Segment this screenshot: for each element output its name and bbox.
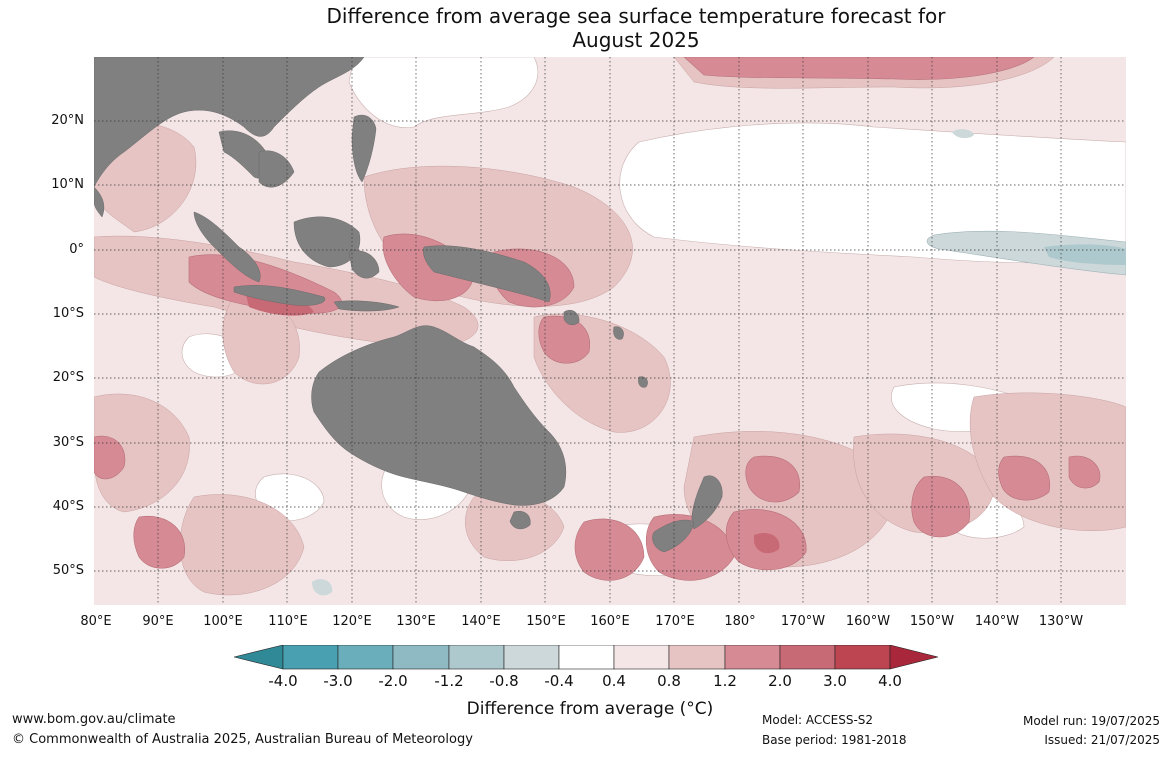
lat-label-30s: 30°S (52, 435, 84, 450)
colorbar-segment-minus3-minus2 (337, 644, 394, 670)
colorbar (233, 644, 940, 673)
vietnam-coast (258, 150, 295, 188)
lon-label-160w: 160°W (845, 614, 891, 629)
fiji (638, 376, 648, 388)
tasmania (509, 511, 531, 530)
lon-label-80e: 80°E (80, 614, 112, 629)
lon-label-130w: 130°W (1038, 614, 1084, 629)
lon-label-120e: 120°E (332, 614, 372, 629)
sumatra (193, 211, 261, 283)
colorbar-tick-label: 0.8 (657, 672, 681, 690)
lat-label-0: 0° (69, 242, 84, 257)
lon-label-100e: 100°E (203, 614, 243, 629)
equatorial-cool-core (1044, 244, 1126, 265)
colorbar-segment-minus4-minus3 (282, 644, 339, 670)
colorbar-tick-label: -3.0 (323, 672, 353, 690)
copyright-notice: © Commonwealth of Australia 2025, Austra… (12, 732, 473, 747)
lon-label-140w: 140°W (974, 614, 1020, 629)
colorbar-tick-label: 1.2 (713, 672, 737, 690)
south-pacific-warm-area-2 (969, 392, 1126, 531)
colorbar-tick-label: 0.4 (602, 672, 626, 690)
australia (311, 325, 567, 506)
asia-mainland (94, 57, 365, 188)
new-zealand-south-island (652, 519, 695, 553)
colorbar-segment-3.0-4.0 (834, 644, 891, 670)
java (233, 285, 326, 306)
colorbar-tick-label: -1.2 (434, 672, 464, 690)
map-title-line1: Difference from average sea surface temp… (326, 4, 946, 28)
graticule (94, 57, 1126, 605)
colorbar-segment-1.2-2.0 (724, 644, 781, 670)
colorbar-segment-0.8-1.2 (668, 644, 726, 670)
strong-warm-patch-2 (754, 532, 780, 554)
lat-label-10n: 10°N (51, 177, 84, 192)
lon-label-150e: 150°E (526, 614, 566, 629)
lon-label-160e: 160°E (590, 614, 630, 629)
colorbar-tick-label: -4.0 (268, 672, 298, 690)
lat-label-20n: 20°N (51, 113, 84, 128)
map-title: Difference from average sea surface temp… (230, 4, 1042, 52)
equatorial-cool-tongue (926, 230, 1126, 276)
website-link[interactable]: www.bom.gov.au/climate (12, 712, 176, 727)
philippines (351, 114, 377, 183)
south-pacific-warm-patch-3 (998, 455, 1051, 501)
south-pacific-warm-patch-2 (911, 475, 971, 538)
colorbar-tick-label: -0.8 (489, 672, 519, 690)
model-run-date: Model run: 19/07/2025 (1022, 714, 1160, 728)
colorbar-segment-0.4-0.8 (613, 644, 670, 670)
colorbar-title: Difference from average (°C) (466, 699, 714, 719)
lat-label-10s: 10°S (52, 306, 84, 321)
colorbar-segment-minus0.8-minus0.4 (503, 644, 560, 670)
colorbar-svg (233, 644, 939, 670)
southern-ocean-warm-patch-1 (574, 518, 645, 581)
lat-label-50s: 50°S (52, 563, 84, 578)
lon-label-180: 180° (724, 614, 756, 629)
lon-label-130e: 130°E (396, 614, 436, 629)
model-name: Model: ACCESS-S2 (762, 713, 874, 727)
lon-label-140e: 140°E (461, 614, 501, 629)
lon-label-170w: 170°W (780, 614, 826, 629)
lon-label-90e: 90°E (142, 614, 174, 629)
southern-ocean-cool-patch (312, 579, 333, 596)
colorbar-segment-minus0.4-0.4 (558, 644, 615, 670)
lon-label-170e: 170°E (655, 614, 695, 629)
map-svg (94, 57, 1126, 605)
sulawesi (348, 250, 380, 279)
issued-date: Issued: 21/07/2025 (1044, 733, 1160, 747)
sst-anomaly-map (94, 57, 1126, 605)
indian-ocean-warm-area-1 (94, 393, 190, 513)
colorbar-tick-label: -2.0 (378, 672, 408, 690)
colorbar-extend-low (233, 644, 284, 670)
base-period: Base period: 1981-2018 (762, 733, 907, 747)
colorbar-tick-label: 4.0 (878, 672, 902, 690)
land-masses (94, 57, 723, 553)
south-pacific-warm-patch-4 (1068, 455, 1101, 489)
new-guinea (423, 245, 551, 303)
new-zealand-north-island (691, 475, 723, 530)
lat-label-40s: 40°S (52, 499, 84, 514)
cool-anomaly-areas (312, 129, 1126, 596)
vanuatu (613, 326, 624, 340)
lon-label-150w: 150°W (909, 614, 955, 629)
colorbar-tick-label: 3.0 (823, 672, 847, 690)
colorbar-segment-minus2-minus1.2 (392, 644, 450, 670)
north-pacific-cool-patch (952, 129, 974, 139)
colorbar-extend-high (889, 644, 939, 670)
india-tip (94, 186, 105, 218)
indian-ocean-warm-patch-2 (133, 515, 186, 569)
south-pacific-warm-patch-1 (745, 455, 801, 503)
indian-ocean-warm-patch-1 (94, 435, 126, 480)
colorbar-segment-2.0-3.0 (779, 644, 836, 670)
map-title-line2: August 2025 (572, 28, 700, 52)
colorbar-segment-minus1.2-minus0.8 (448, 644, 505, 670)
lat-label-20s: 20°S (52, 370, 84, 385)
west-pacific-neutral-area (348, 57, 539, 128)
colorbar-tick-label: -0.4 (544, 672, 574, 690)
colorbar-tick-label: 2.0 (768, 672, 792, 690)
north-pacific-warm-patch (683, 57, 1035, 80)
lon-label-110e: 110°E (268, 614, 308, 629)
